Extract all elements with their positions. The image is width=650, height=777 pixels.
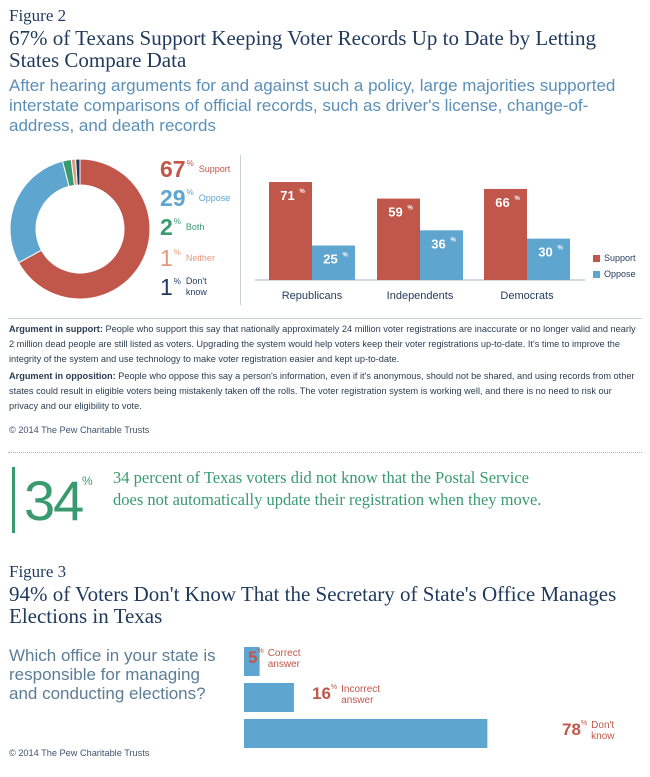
- legend-support-label: Support: [198, 164, 231, 174]
- bar-pct-independents-oppose: %: [451, 237, 457, 243]
- hbar-correct-label-line2: answer: [267, 659, 300, 670]
- bar-value-republicans-oppose: 25: [323, 252, 337, 267]
- hbar-incorrect-label-line1: Incorrect: [341, 684, 381, 695]
- callout-accent-bar: [12, 467, 15, 533]
- legend-both: 2 % Both: [160, 216, 204, 239]
- bar-pct-democrats-support: %: [515, 196, 521, 202]
- legend-both-value: 2: [160, 214, 173, 240]
- legend-dontknow-value: 1: [160, 274, 173, 300]
- hbar-label-correct: 5 % Correct answer: [248, 648, 301, 670]
- bar-value-independents-support: 59: [388, 205, 402, 220]
- bar-republicans-oppose: [312, 245, 355, 280]
- bar-republicans-support: [269, 182, 312, 280]
- bar-pct-republicans-support: %: [300, 189, 306, 195]
- bar-legend-oppose-label: Oppose: [604, 269, 636, 279]
- hbar-incorrect-label: Incorrect answer: [341, 684, 380, 706]
- hbar-correct-pct: %: [257, 648, 264, 655]
- legend-dontknow-label: Don't know: [186, 276, 207, 298]
- donut-slice-don-t-know: [75, 158, 81, 186]
- bar-value-democrats-support: 66: [495, 195, 509, 210]
- figure3-label: Figure 3: [9, 562, 67, 581]
- legend-neither: 1 % Neither: [160, 247, 215, 270]
- dotted-separator: [8, 452, 642, 453]
- hbar-incorrect-label-line2: answer: [341, 695, 374, 706]
- legend-neither-value: 1: [160, 245, 173, 271]
- callout-number: 34: [24, 469, 84, 532]
- hbar-dontknow-label-line2: know: [591, 731, 615, 742]
- bar-pct-independents-support: %: [408, 206, 414, 212]
- legend-support: 67 % Support: [160, 158, 230, 181]
- hbar-incorrect-value: 16: [312, 684, 331, 703]
- figure3-title: 94% of Voters Don't Know That the Secret…: [9, 582, 617, 628]
- callout-text: 34 percent of Texas voters did not know …: [113, 468, 542, 509]
- legend-dontknow-label-line2: know: [185, 287, 207, 297]
- bar-independents-oppose: [420, 230, 463, 280]
- legend-support-value: 67: [160, 156, 186, 182]
- figure2-label: Figure 2: [9, 6, 67, 25]
- argument-opposition-lead: Argument in opposition:: [9, 371, 116, 381]
- office-bar-incorrect-answer: [244, 683, 294, 712]
- copyright-figure3: © 2014 The Pew Charitable Trusts: [9, 748, 150, 758]
- bar-legend-support-label: Support: [604, 253, 636, 263]
- argument-opposition-text: People who oppose this say a person's in…: [9, 371, 635, 411]
- hbar-correct-label: Correct answer: [268, 648, 301, 670]
- hbar-dontknow-label-line1: Don't: [591, 720, 615, 731]
- divider-vertical: [240, 155, 241, 305]
- bar-value-independents-oppose: 36: [431, 236, 445, 251]
- hbar-dontknow-label: Don't know: [591, 720, 614, 742]
- legend-oppose-pct: %: [186, 188, 194, 197]
- legend-dontknow-label-line1: Don't: [185, 276, 207, 286]
- donut-slice-support: [17, 158, 151, 300]
- divider-horizontal: [8, 318, 642, 319]
- hbar-incorrect-pct: %: [330, 684, 338, 691]
- bar-legend-oppose: Oppose: [593, 269, 636, 279]
- argument-support-text: People who support this say that nationa…: [9, 324, 636, 364]
- bar-legend-oppose-swatch: [593, 270, 600, 278]
- bar-pct-democrats-oppose: %: [558, 246, 564, 252]
- hbar-correct-value: 5: [248, 648, 258, 667]
- office-bar-correct-answer: [244, 647, 260, 676]
- hbar-dontknow-pct: %: [580, 720, 588, 727]
- legend-support-pct: %: [186, 159, 194, 168]
- figure3-question: Which office in your state is responsibl…: [9, 646, 216, 703]
- bar-democrats-support: [484, 188, 527, 280]
- bar-legend-support-swatch: [593, 254, 600, 262]
- bar-value-republicans-support: 71: [280, 188, 294, 203]
- legend-both-pct: %: [173, 217, 181, 226]
- legend-both-label: Both: [185, 222, 205, 232]
- argument-support: Argument in support: People who support …: [9, 322, 641, 367]
- party-bar-chart: 71 % 25 % Republicans 59 % 36 % Independents 66 % 30…: [255, 182, 585, 302]
- legend-neither-label: Neither: [185, 253, 215, 263]
- legend-oppose-value: 29: [160, 185, 186, 211]
- bar-value-democrats-oppose: 30: [538, 245, 552, 260]
- support-donut-chart: [9, 158, 151, 300]
- office-knowledge-bar-chart: [244, 647, 488, 748]
- legend-oppose: 29 % Oppose: [160, 187, 230, 210]
- hbar-label-dontknow: 78 % Don't know: [562, 720, 615, 742]
- callout-percent-sign: %: [82, 474, 93, 488]
- legend-dontknow-pct: %: [173, 277, 181, 286]
- figure2-subtitle: After hearing arguments for and against …: [9, 76, 616, 135]
- bar-independents-support: [377, 198, 420, 280]
- hbar-correct-label-line1: Correct: [267, 648, 301, 659]
- category-label-democrats: Democrats: [500, 290, 554, 302]
- legend-neither-pct: %: [173, 248, 181, 257]
- donut-slice-oppose: [9, 160, 70, 264]
- argument-opposition: Argument in opposition: People who oppos…: [9, 369, 641, 414]
- category-label-independents: Independents: [387, 290, 454, 302]
- copyright-figure2: © 2014 The Pew Charitable Trusts: [9, 425, 150, 435]
- legend-oppose-label: Oppose: [198, 193, 231, 203]
- argument-support-lead: Argument in support:: [9, 324, 103, 334]
- hbar-dontknow-value: 78: [562, 720, 581, 739]
- office-bar-don-t-know: [244, 719, 488, 748]
- bar-legend-support: Support: [593, 253, 636, 263]
- figure2-title: 67% of Texans Support Keeping Voter Reco…: [9, 26, 597, 72]
- bar-pct-republicans-oppose: %: [343, 253, 349, 259]
- hbar-label-incorrect: 16 % Incorrect answer: [312, 684, 380, 706]
- legend-dontknow: 1 % Don't know: [160, 276, 207, 299]
- category-label-republicans: Republicans: [282, 290, 343, 302]
- bar-democrats-oppose: [527, 238, 570, 280]
